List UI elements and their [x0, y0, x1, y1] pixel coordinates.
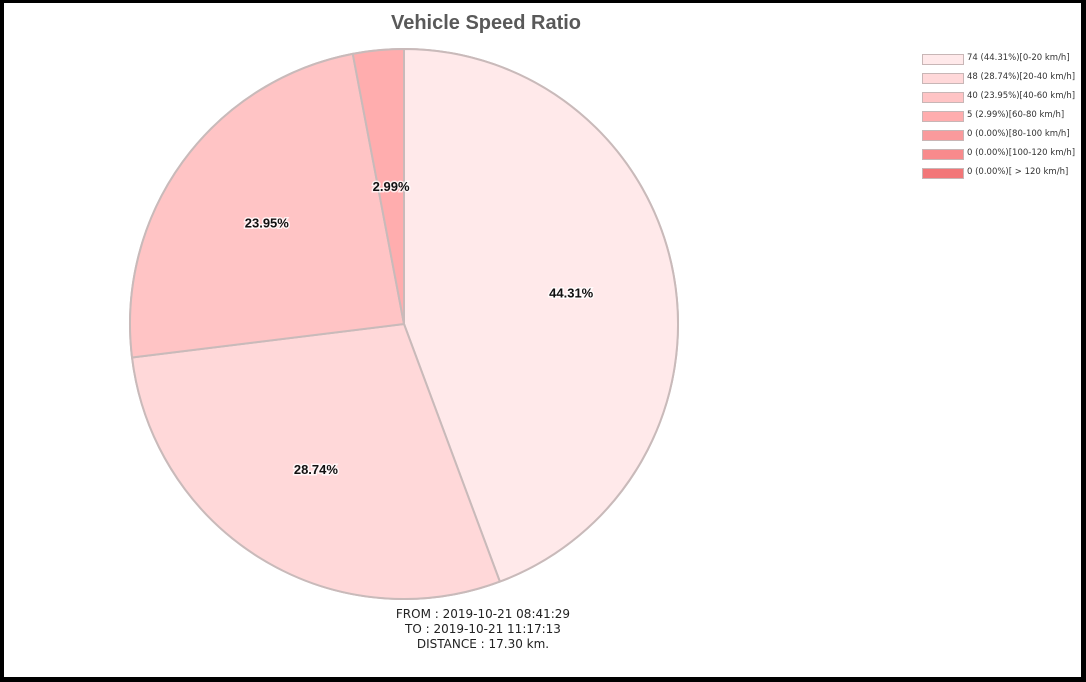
pie-slice	[403, 48, 679, 583]
slice-label: 23.95%	[245, 216, 290, 231]
legend-label: 40 (23.95%)[40-60 km/h]	[967, 91, 1076, 101]
legend-swatch	[922, 73, 964, 84]
slice-label: 44.31%	[549, 286, 594, 301]
pie-slice	[129, 52, 405, 359]
legend-label: 0 (0.00%)[80-100 km/h]	[967, 129, 1070, 139]
from-timestamp: FROM : 2019-10-21 08:41:29	[395, 607, 571, 621]
legend-swatch	[922, 130, 964, 141]
legend-label: 0 (0.00%)[ > 120 km/h]	[967, 167, 1069, 177]
legend-label: 48 (28.74%)[20-40 km/h]	[967, 72, 1076, 82]
chart-title: Vehicle Speed Ratio	[390, 12, 582, 34]
pie-slice	[351, 48, 405, 325]
legend-swatch	[922, 54, 964, 65]
legend-label: 74 (44.31%)[0-20 km/h]	[967, 53, 1070, 63]
pie-slice	[131, 323, 501, 600]
legend-swatch	[922, 92, 964, 103]
legend-swatch	[922, 168, 964, 179]
slice-label: 2.99%	[373, 179, 410, 194]
slice-label: 28.74%	[294, 462, 339, 477]
legend-label: 5 (2.99%)[60-80 km/h]	[967, 110, 1065, 120]
legend-swatch	[922, 149, 964, 160]
to-timestamp: TO : 2019-10-21 11:17:13	[405, 622, 561, 636]
distance-readout: DISTANCE : 17.30 km.	[416, 637, 550, 651]
legend-label: 0 (0.00%)[100-120 km/h]	[967, 148, 1076, 158]
legend-swatch	[922, 111, 964, 122]
report-footer: FROM : 2019-10-21 08:41:29 TO : 2019-10-…	[283, 607, 683, 652]
